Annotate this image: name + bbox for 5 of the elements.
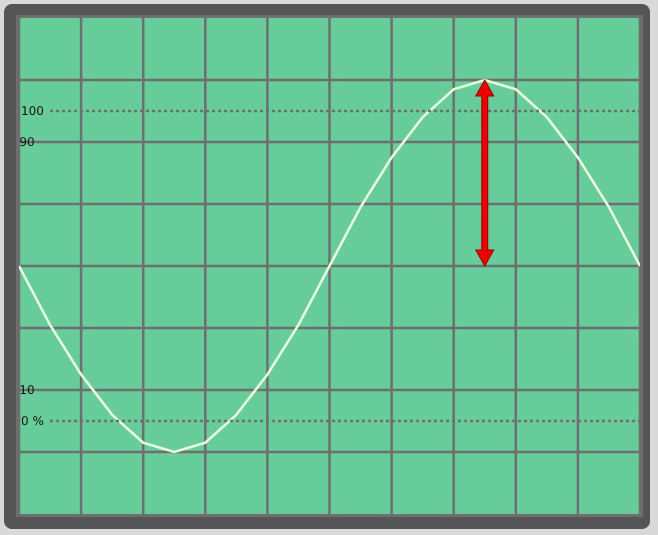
y-tick-label: 90 <box>19 135 35 150</box>
ref-line-label: 100 <box>21 104 44 118</box>
ref-line-label: 0 % <box>21 414 44 428</box>
y-tick-label: 10 <box>19 383 35 398</box>
line-series <box>19 78 640 454</box>
